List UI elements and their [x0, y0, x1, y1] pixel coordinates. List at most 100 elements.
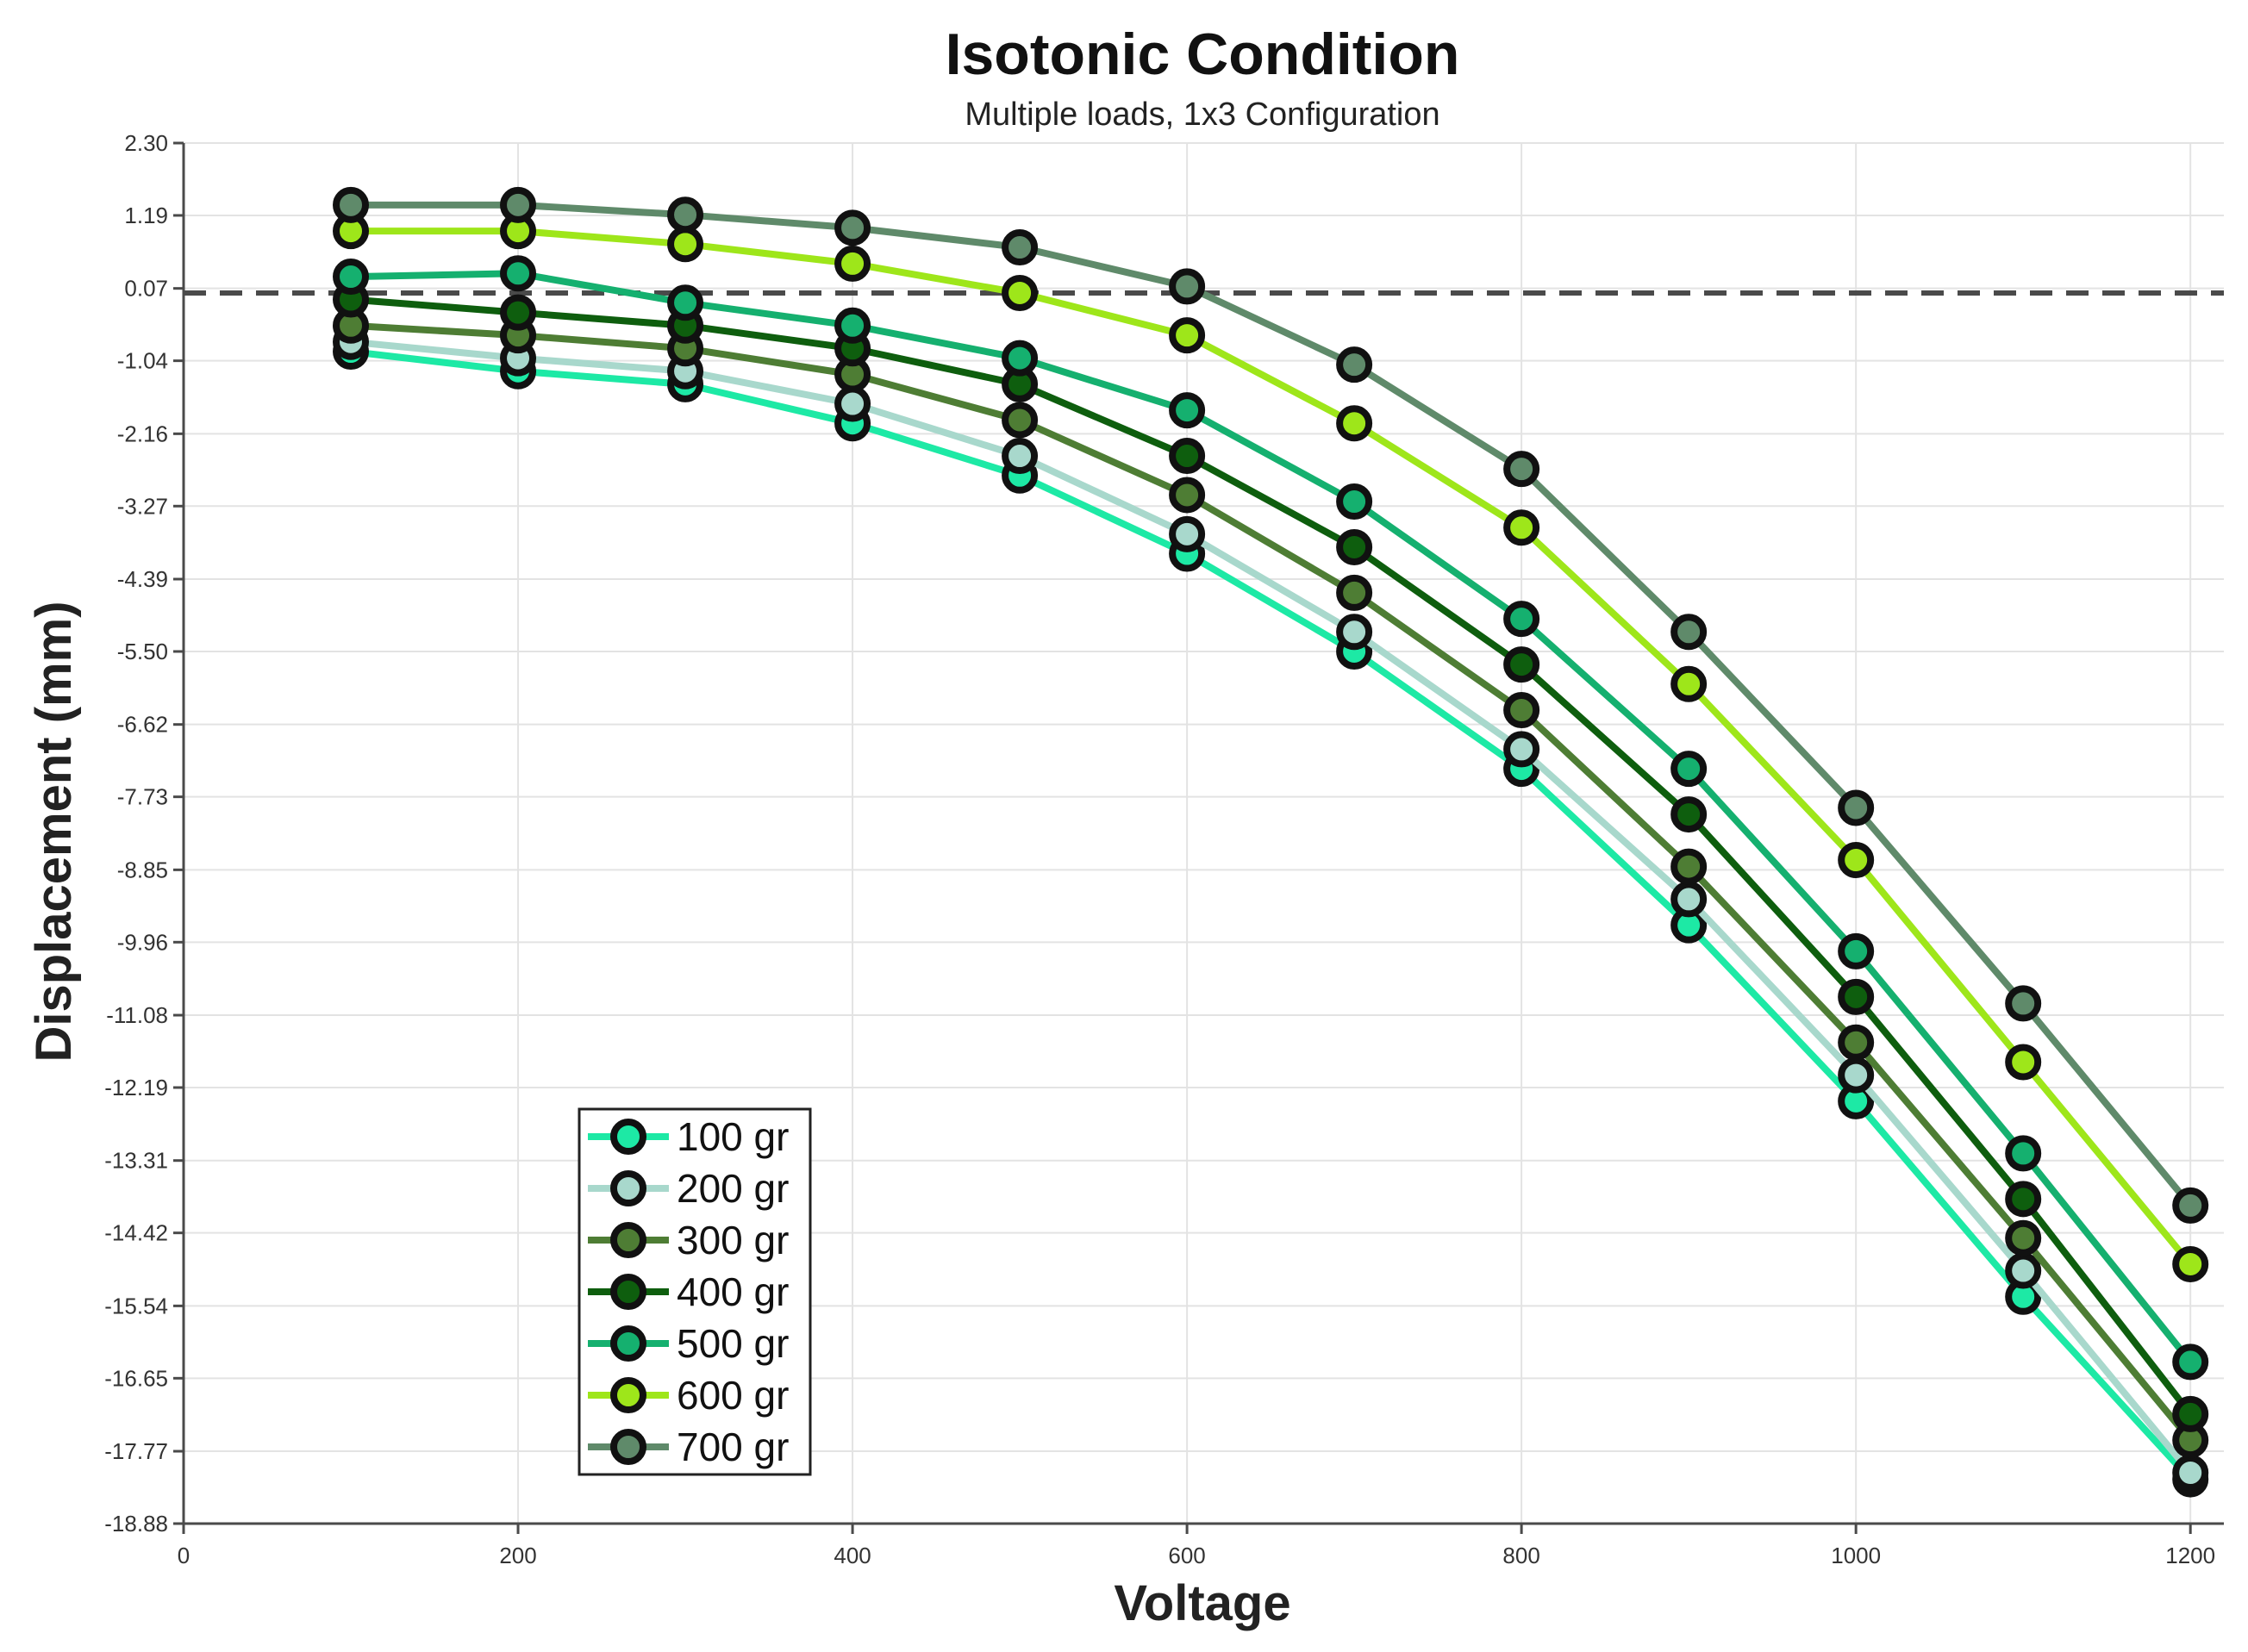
- y-tick-label: -9.96: [117, 929, 168, 955]
- data-point: [333, 259, 370, 296]
- data-point: [1169, 477, 1206, 514]
- y-tick-label: -16.65: [104, 1365, 168, 1391]
- legend-swatch-marker: [610, 1170, 646, 1206]
- data-point: [1503, 451, 1540, 488]
- legend: 100 gr 200 gr 300 gr 400 gr 500 gr 600 gr 700 …: [578, 1107, 812, 1476]
- data-point: [1002, 438, 1039, 475]
- y-tick-label: -8.85: [117, 857, 168, 882]
- data-point: [500, 294, 537, 331]
- data-point: [1002, 340, 1039, 377]
- y-tick-label: -6.62: [117, 712, 168, 738]
- x-axis-title: Voltage: [1114, 1575, 1290, 1631]
- y-tick-label: -3.27: [117, 493, 168, 519]
- y-tick-label: -2.16: [117, 421, 168, 446]
- y-tick-label: -17.77: [104, 1438, 168, 1464]
- data-point: [1838, 978, 1875, 1015]
- legend-label: 400 gr: [677, 1269, 789, 1314]
- series-2: [333, 323, 2209, 1492]
- data-point: [1002, 274, 1039, 311]
- y-tick-label: -15.54: [104, 1293, 168, 1318]
- series-5: [333, 255, 2209, 1381]
- data-point: [1169, 268, 1206, 305]
- y-tick-label: -11.08: [106, 1002, 168, 1028]
- series-group: [333, 186, 2209, 1498]
- series-6: [333, 213, 2209, 1282]
- legend-item: 700 gr: [588, 1424, 789, 1469]
- legend-item: 100 gr: [588, 1114, 789, 1159]
- y-axis-title: Displacement (mm): [26, 601, 82, 1062]
- data-point: [1336, 405, 1373, 442]
- data-point: [667, 196, 704, 234]
- data-point: [2005, 1044, 2042, 1081]
- data-point: [1838, 932, 1875, 969]
- y-tick-label: -13.31: [104, 1148, 168, 1174]
- data-point: [1838, 1024, 1875, 1061]
- data-point: [2172, 1455, 2209, 1492]
- data-point: [2172, 1245, 2209, 1282]
- data-point: [1670, 665, 1708, 702]
- y-tick-label: -1.04: [117, 348, 168, 374]
- data-point: [1670, 848, 1708, 885]
- data-point: [1503, 646, 1540, 683]
- series-line: [347, 270, 2195, 1366]
- data-point: [1169, 392, 1206, 429]
- legend-swatch-marker: [610, 1325, 646, 1362]
- legend-item: 500 gr: [588, 1321, 789, 1366]
- data-point: [333, 186, 370, 223]
- y-tick-label: -5.50: [117, 639, 168, 664]
- data-point: [2005, 1135, 2042, 1172]
- legend-swatch-marker: [610, 1119, 646, 1155]
- x-tick-label: 200: [499, 1543, 536, 1568]
- chart-title: Isotonic Condition: [946, 22, 1460, 87]
- series-line: [347, 338, 2195, 1476]
- data-point: [1503, 509, 1540, 546]
- data-point: [834, 245, 871, 282]
- data-point: [1838, 1057, 1875, 1094]
- x-tick-label: 400: [834, 1543, 871, 1568]
- data-point: [1838, 789, 1875, 826]
- x-tick-label: 0: [178, 1543, 190, 1568]
- data-point: [1336, 614, 1373, 651]
- data-point: [1169, 317, 1206, 354]
- data-point: [1670, 614, 1708, 651]
- legend-label: 300 gr: [677, 1218, 789, 1262]
- axes: 2.30 1.19 0.07 -1.04 -2.16 -3.27 -4.39 -5.50 -6.…: [104, 130, 2224, 1568]
- y-tick-label: -4.39: [117, 566, 168, 592]
- data-point: [500, 255, 537, 292]
- data-point: [1670, 751, 1708, 788]
- data-point: [1336, 528, 1373, 565]
- data-point: [1503, 601, 1540, 638]
- y-tick-label: -7.73: [117, 784, 168, 810]
- data-point: [1503, 731, 1540, 768]
- data-point: [2005, 985, 2042, 1022]
- legend-label: 600 gr: [677, 1373, 789, 1418]
- legend-swatch-marker: [610, 1377, 646, 1413]
- series-line: [347, 348, 2195, 1483]
- data-point: [1002, 402, 1039, 439]
- legend-swatch-marker: [610, 1222, 646, 1258]
- data-point: [1169, 438, 1206, 475]
- legend-swatch-marker: [610, 1274, 646, 1310]
- legend-item: 200 gr: [588, 1166, 789, 1211]
- legend-label: 500 gr: [677, 1321, 789, 1366]
- data-point: [834, 385, 871, 422]
- data-point: [1670, 796, 1708, 833]
- data-point: [1336, 346, 1373, 383]
- y-tick-label: -14.42: [104, 1220, 168, 1246]
- data-point: [500, 186, 537, 223]
- legend-item: 300 gr: [588, 1218, 789, 1262]
- y-tick-label: 2.30: [124, 130, 168, 156]
- y-tick-label: 1.19: [124, 203, 168, 228]
- series-line: [347, 321, 2195, 1444]
- series-7: [333, 186, 2209, 1224]
- legend-item: 600 gr: [588, 1373, 789, 1418]
- series-line: [347, 201, 2195, 1209]
- series-line: [347, 228, 2195, 1268]
- legend-label: 700 gr: [677, 1424, 789, 1469]
- data-point: [2172, 1187, 2209, 1224]
- x-tick-label: 800: [1502, 1543, 1539, 1568]
- legend-label: 200 gr: [677, 1166, 789, 1211]
- data-point: [1336, 483, 1373, 521]
